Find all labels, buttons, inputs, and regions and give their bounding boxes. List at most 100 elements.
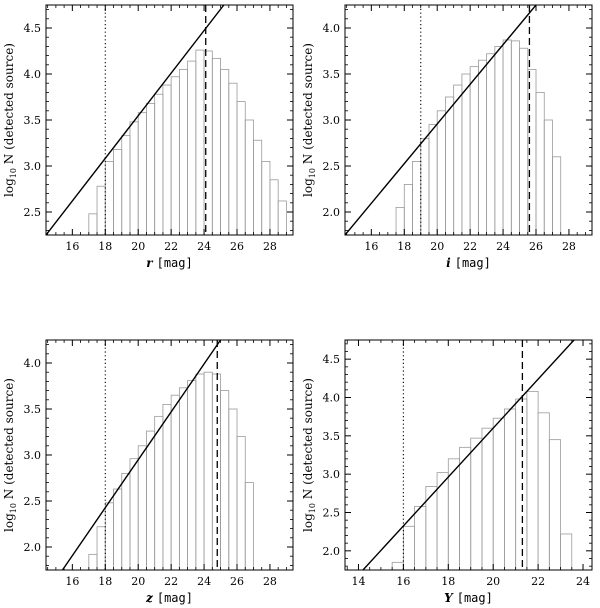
y-axis-label: log10 N (detected source) [301, 378, 317, 532]
y-tick-label: 3.5 [24, 114, 42, 127]
x-axis-unit: [mag] [157, 256, 193, 270]
histogram-bar [543, 119, 553, 235]
histogram-bar [560, 533, 573, 570]
x-tick-label: 22 [463, 240, 477, 253]
x-axis-label: r [mag] [146, 256, 192, 270]
histogram-bar [104, 160, 114, 235]
histogram-bar [535, 92, 545, 235]
histogram-bar [162, 403, 172, 570]
histogram-bar [211, 57, 221, 235]
y-tick-label: 2.0 [323, 545, 341, 558]
y-axis-label-text: N (detected source) [301, 378, 315, 503]
x-axis-variable: Y [444, 591, 454, 605]
y-axis-label-prefix: log [2, 178, 16, 197]
x-tick-label: 24 [197, 575, 211, 588]
y-tick-label: 3.0 [323, 468, 341, 481]
histogram-bar [552, 156, 562, 235]
x-axis-variable: z [145, 591, 154, 605]
histogram-bar [88, 213, 98, 235]
y-tick-label: 3.0 [24, 449, 42, 462]
y-axis-label-prefix: log [301, 178, 315, 197]
histogram-bar [504, 408, 517, 570]
histogram-bar [129, 121, 139, 235]
histogram-bar [269, 179, 279, 235]
fit-line [345, 5, 537, 235]
histogram-bar [253, 139, 263, 235]
x-tick-label: 16 [396, 575, 410, 588]
y-tick-label: 2.5 [323, 160, 341, 173]
x-tick-label: 20 [131, 240, 145, 253]
histogram-bar [236, 436, 246, 570]
y-axis-label-prefix: log [301, 513, 315, 532]
histogram-bar [494, 46, 504, 235]
y-tick-label: 3.5 [323, 68, 341, 81]
x-tick-label: 22 [164, 240, 178, 253]
panel-bottom-right: 14 16 18 20 22 24 2.0 2.5 3.0 3.5 4.0 4.5 Y [mag] log1… [301, 339, 593, 605]
x-tick-label: 22 [164, 575, 178, 588]
x-axis-label: Y [mag] [444, 591, 493, 605]
x-tick-label: 20 [486, 575, 500, 588]
histogram-bar [492, 417, 505, 570]
histogram-bar [228, 408, 238, 570]
fit-line [61, 340, 222, 570]
histogram-bar [261, 160, 271, 235]
fit-line [46, 5, 225, 235]
histogram-bar [414, 505, 427, 570]
x-tick-label: 18 [397, 240, 411, 253]
histogram-bar [436, 110, 446, 235]
y-tick-label: 4.5 [24, 22, 42, 35]
x-axis-label: z [mag] [145, 591, 193, 605]
panel-top-right: 16 18 20 22 24 26 28 2.0 2.5 3.0 3.5 4.0 i [mag] log10… [301, 4, 593, 270]
axes-frame [344, 4, 593, 236]
histogram-bar [178, 387, 189, 570]
x-tick-label: 16 [65, 240, 79, 253]
histogram-bar [203, 371, 213, 570]
histogram-bar [195, 49, 205, 235]
histogram-bar [88, 553, 98, 570]
y-axis-label-text: N (detected source) [2, 378, 16, 503]
histogram-bar [211, 373, 221, 570]
x-tick-label: 18 [98, 240, 112, 253]
axes-frame [344, 339, 593, 571]
x-tick-label: 28 [263, 240, 277, 253]
histogram-bar [461, 73, 471, 235]
histogram-bar [477, 59, 488, 235]
histogram-bar [420, 137, 430, 235]
histogram-bar [526, 390, 539, 570]
histogram-bar [96, 185, 106, 235]
y-axis-label-subscript: 10 [308, 503, 317, 513]
plot-area [362, 340, 575, 570]
x-axis-variable: r [146, 256, 154, 270]
histogram-bar [445, 96, 455, 235]
x-tick-label: 16 [65, 575, 79, 588]
axes-frame [45, 4, 294, 236]
histogram-bar [137, 112, 147, 235]
histogram-bar [486, 53, 496, 235]
histogram-bar [470, 437, 483, 570]
x-axis-label: i [mag] [446, 256, 491, 270]
histogram-bar [187, 60, 197, 235]
y-tick-label: 3.0 [24, 160, 42, 173]
histogram-bar [244, 482, 254, 570]
histogram-bar [146, 430, 156, 570]
y-tick-label: 2.5 [24, 206, 42, 219]
histogram-bar [402, 525, 416, 570]
y-axis-label-subscript: 10 [308, 168, 317, 178]
y-axis-label-text: N (detected source) [301, 43, 315, 168]
x-tick-label: 26 [230, 575, 244, 588]
histogram-bar [412, 160, 422, 235]
histogram-bar [428, 124, 438, 235]
x-tick-label: 28 [562, 240, 576, 253]
histogram-bar [170, 76, 180, 235]
histogram-bar [236, 101, 246, 235]
fit-line [362, 340, 575, 570]
x-tick-label: 24 [496, 240, 510, 253]
x-tick-label: 18 [98, 575, 112, 588]
y-tick-label: 2.5 [24, 495, 42, 508]
histogram-bar [459, 446, 472, 570]
histogram-bar [137, 445, 147, 570]
histogram-bar [519, 47, 529, 235]
histogram-bar [121, 472, 131, 570]
y-tick-label: 2.5 [323, 507, 341, 520]
